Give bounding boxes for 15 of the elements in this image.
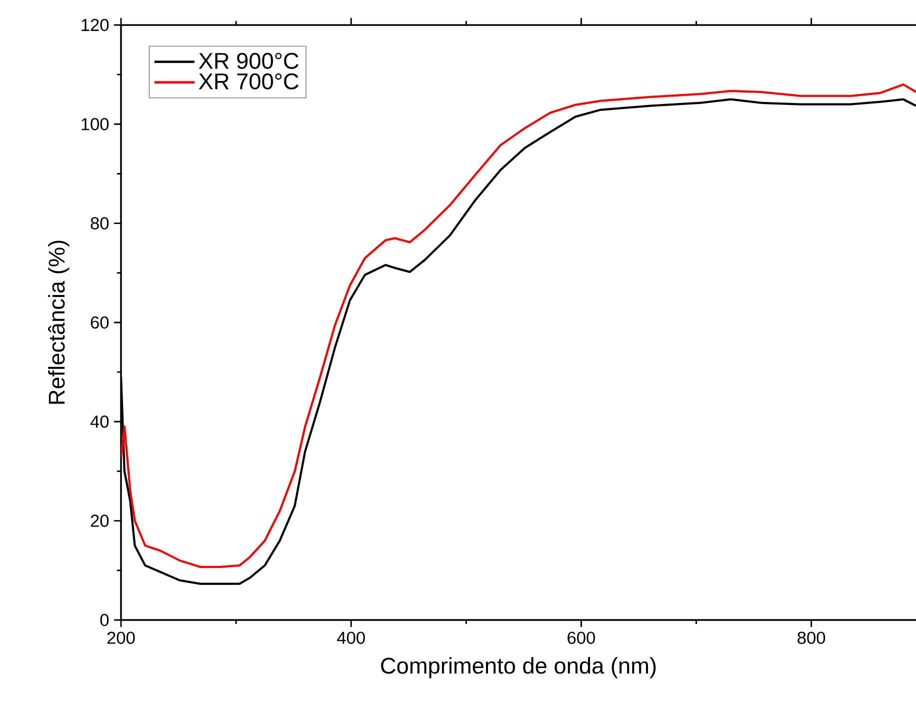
y-tick-label: 40 <box>90 416 109 428</box>
legend-label: XR 700°C <box>198 73 298 90</box>
x-tick-label: 400 <box>337 632 365 644</box>
x-tick-label: 600 <box>568 632 595 644</box>
x-tick-label: 200 <box>107 632 135 644</box>
y-axis-title: Reflectância (%) <box>48 240 70 404</box>
x-tick-label: 800 <box>798 632 826 644</box>
x-axis-title: Comprimento de onda (nm) <box>381 657 656 678</box>
y-tick-label: 20 <box>90 514 109 527</box>
legend-label: XR 900°C <box>198 52 298 69</box>
y-tick-label: 120 <box>82 18 109 32</box>
y-tick-label: 80 <box>90 217 109 230</box>
y-tick-label: 0 <box>100 614 109 626</box>
y-tick-label: 100 <box>82 118 109 130</box>
y-tick-label: 60 <box>90 316 109 329</box>
